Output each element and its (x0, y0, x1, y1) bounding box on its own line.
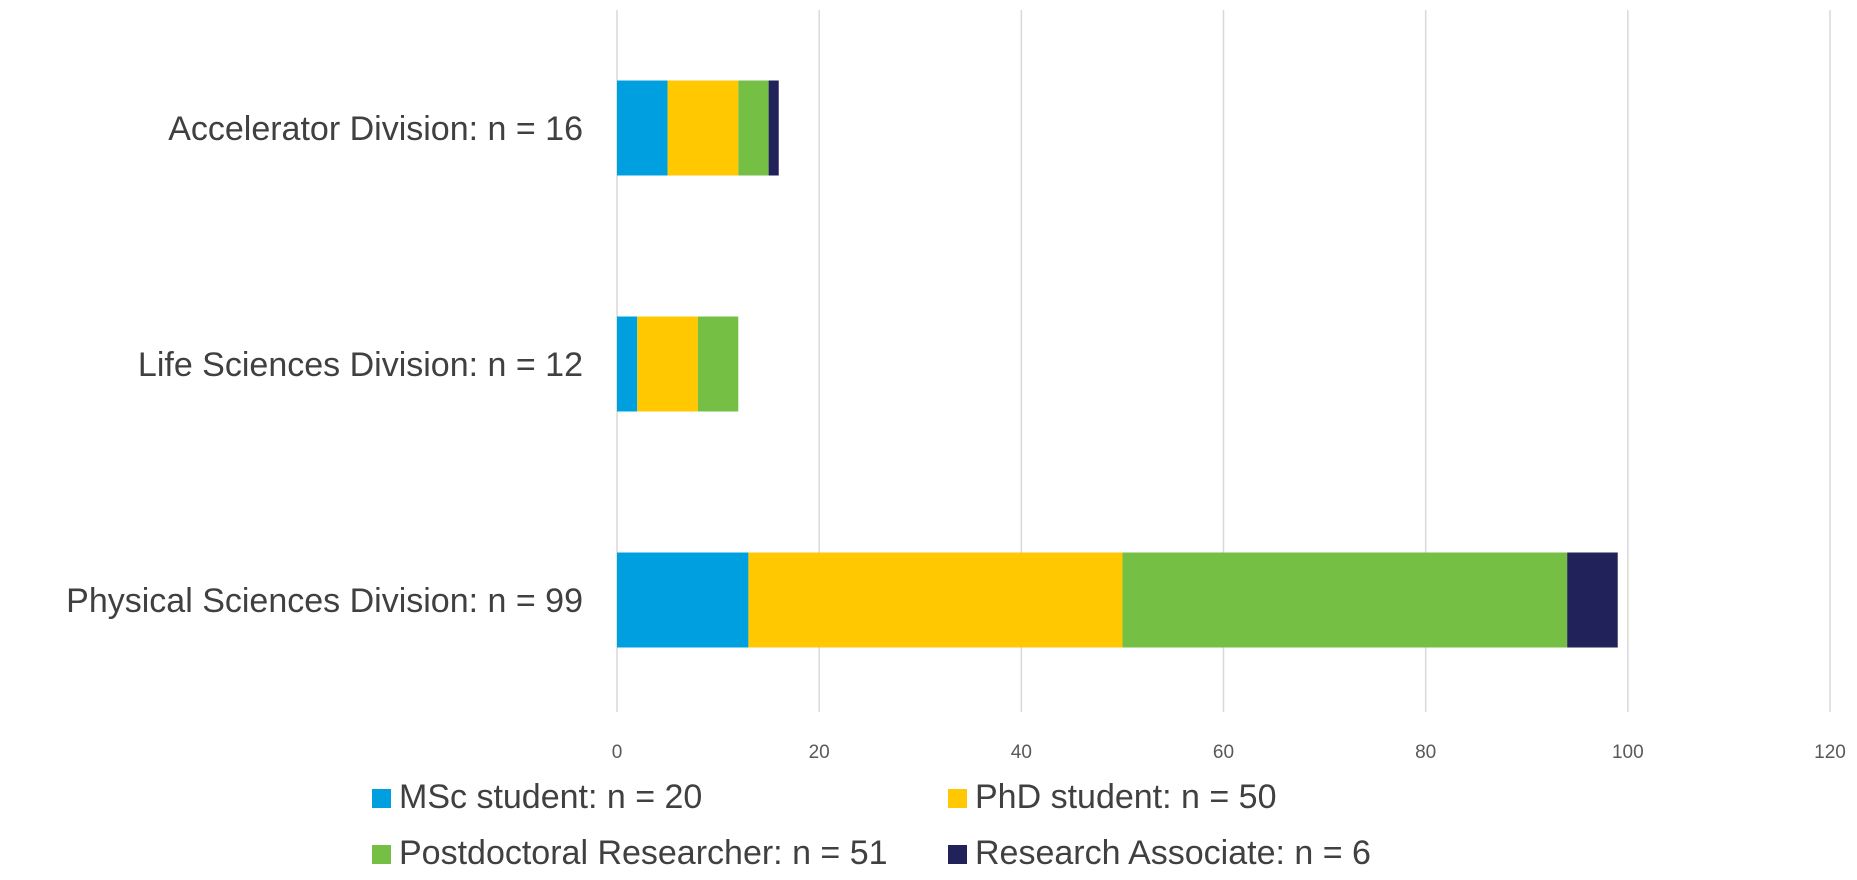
x-tick-label: 60 (1213, 742, 1234, 763)
x-tick-label: 100 (1612, 742, 1644, 763)
legend-label: Research Associate: n = 6 (975, 834, 1371, 872)
bar-segment (748, 552, 1123, 648)
x-tick-label: 0 (612, 742, 623, 763)
category-label: Life Sciences Division: n = 12 (138, 346, 583, 384)
bar-segment (617, 80, 668, 176)
legend-label: MSc student: n = 20 (399, 778, 702, 816)
bar-segment (667, 80, 739, 176)
legend-swatch (948, 845, 967, 864)
legend-item: PhD student: n = 50 (948, 778, 1276, 816)
bar-segment (617, 316, 638, 412)
bar-segment (697, 316, 739, 412)
bar-segment (1122, 552, 1568, 648)
legend-label: Postdoctoral Researcher: n = 51 (399, 834, 888, 872)
x-tick-label: 80 (1415, 742, 1436, 763)
bars (617, 80, 1618, 648)
bar-segment (617, 552, 749, 648)
bar-segment (1567, 552, 1618, 648)
gridlines (616, 10, 1831, 712)
bar-segment (738, 80, 769, 176)
legend-swatch (372, 789, 391, 808)
x-tick-labels: 0 20 40 60 80 100 120 (612, 742, 1846, 763)
legend-item: Postdoctoral Researcher: n = 51 (372, 834, 888, 872)
x-tick-label: 20 (809, 742, 830, 763)
category-label: Physical Sciences Division: n = 99 (66, 582, 583, 620)
bar-segment (637, 316, 698, 412)
category-labels: Accelerator Division: n = 16 Life Science… (66, 110, 583, 620)
legend-item: Research Associate: n = 6 (948, 834, 1371, 872)
legend-label: PhD student: n = 50 (975, 778, 1276, 816)
bar-segment (768, 80, 779, 176)
legend: MSc student: n = 20 PhD student: n = 50 Po… (372, 778, 1371, 872)
legend-item: MSc student: n = 20 (372, 778, 702, 816)
x-tick-label: 120 (1814, 742, 1846, 763)
x-tick-label: 40 (1011, 742, 1032, 763)
legend-swatch (948, 789, 967, 808)
category-label: Accelerator Division: n = 16 (168, 110, 583, 148)
legend-swatch (372, 845, 391, 864)
